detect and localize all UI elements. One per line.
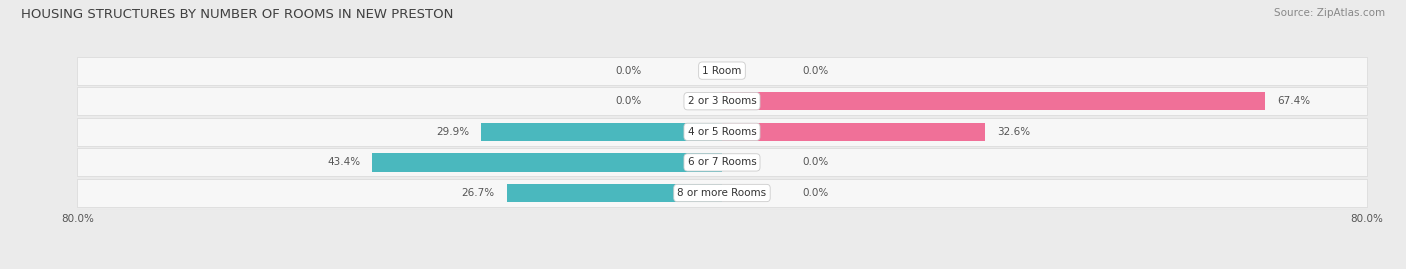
Bar (77, 179, 1367, 207)
Bar (77, 148, 1367, 176)
Text: 0.0%: 0.0% (803, 157, 828, 167)
Text: 8 or more Rooms: 8 or more Rooms (678, 188, 766, 198)
Bar (77, 56, 1367, 85)
Bar (481, 123, 723, 141)
Text: 4 or 5 Rooms: 4 or 5 Rooms (688, 127, 756, 137)
Text: 6 or 7 Rooms: 6 or 7 Rooms (688, 157, 756, 167)
Text: 0.0%: 0.0% (803, 188, 828, 198)
Bar (77, 87, 1367, 115)
Text: 32.6%: 32.6% (997, 127, 1029, 137)
Text: Source: ZipAtlas.com: Source: ZipAtlas.com (1274, 8, 1385, 18)
Bar (506, 184, 723, 202)
Bar (723, 123, 984, 141)
Text: 43.4%: 43.4% (328, 157, 360, 167)
Text: 0.0%: 0.0% (616, 66, 641, 76)
Text: 1 Room: 1 Room (702, 66, 742, 76)
Text: 2 or 3 Rooms: 2 or 3 Rooms (688, 96, 756, 106)
Text: HOUSING STRUCTURES BY NUMBER OF ROOMS IN NEW PRESTON: HOUSING STRUCTURES BY NUMBER OF ROOMS IN… (21, 8, 454, 21)
Text: 26.7%: 26.7% (461, 188, 495, 198)
Bar (77, 118, 1367, 146)
Bar (373, 153, 723, 172)
Bar (723, 92, 1265, 110)
Text: 0.0%: 0.0% (803, 66, 828, 76)
Text: 29.9%: 29.9% (436, 127, 470, 137)
Text: 0.0%: 0.0% (616, 96, 641, 106)
Text: 67.4%: 67.4% (1277, 96, 1310, 106)
